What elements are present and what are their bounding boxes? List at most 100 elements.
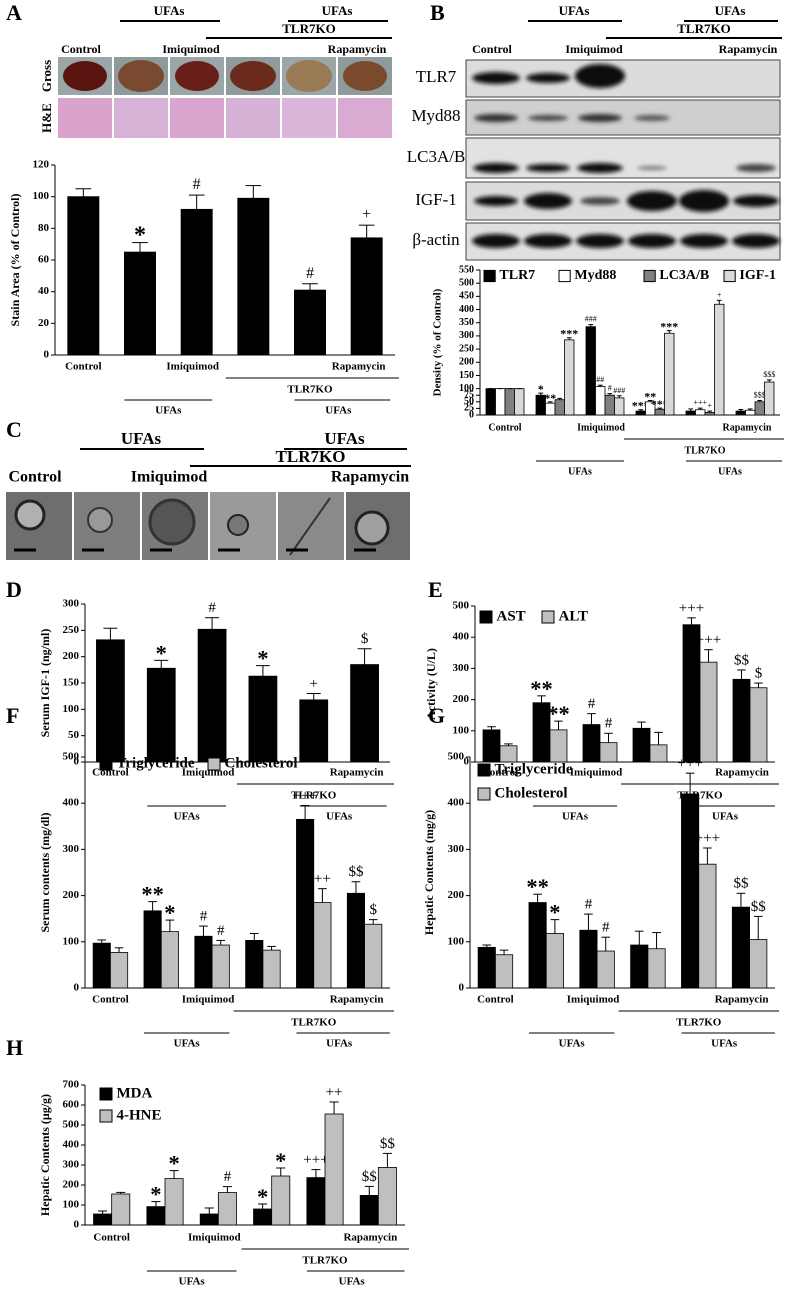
- significance-mark: *: [275, 1148, 286, 1173]
- bar: [364, 923, 383, 989]
- bar: [271, 1175, 291, 1226]
- significance-mark: *: [538, 382, 544, 396]
- bar: [253, 1208, 273, 1226]
- error-bar: [258, 1203, 268, 1209]
- error-bar: [302, 283, 318, 291]
- y-tick-label: 400: [63, 1139, 80, 1151]
- significance-mark: $: [755, 666, 763, 682]
- y-tick-label: 500: [63, 751, 80, 763]
- x-group-label: UFAs: [562, 811, 589, 823]
- blot-row-label: Myd88: [411, 106, 460, 125]
- y-tick-label: 0: [74, 756, 80, 768]
- significance-mark: +++: [677, 756, 702, 772]
- significance-mark: *: [168, 1151, 179, 1176]
- bar: [630, 944, 649, 989]
- y-tick-label: 450: [459, 291, 474, 302]
- x-group-label: UFAs: [568, 466, 592, 477]
- y-tick-label: 100: [63, 935, 80, 947]
- bar: [647, 948, 666, 989]
- y-tick-label: 500: [63, 1119, 80, 1131]
- bar: [92, 942, 111, 989]
- panel-letter: D: [6, 577, 22, 602]
- significance-mark: $: [369, 902, 377, 918]
- significance-mark: $$: [348, 864, 364, 880]
- blot-row-label: TLR7: [416, 67, 457, 86]
- y-tick-label: 100: [448, 935, 465, 947]
- panel-letter: H: [6, 1035, 23, 1060]
- bar: [649, 744, 668, 763]
- header-category: Rapamycin: [328, 42, 387, 56]
- error-bar: [697, 407, 703, 410]
- bar: [306, 1177, 326, 1226]
- legend-label: LC3A/B: [659, 268, 709, 283]
- error-bar: [533, 893, 542, 903]
- error-bar: [114, 947, 124, 953]
- bar: [595, 386, 606, 416]
- error-bar: [97, 939, 107, 944]
- error-bar: [538, 392, 544, 396]
- bar: [664, 332, 675, 416]
- significance-mark: ##: [596, 375, 604, 384]
- error-bar: [707, 410, 713, 413]
- y-tick-label: 500: [453, 600, 470, 612]
- y-tick-label: 0: [464, 756, 470, 768]
- significance-mark: ***: [660, 320, 678, 334]
- y-tick-label: 600: [63, 1099, 80, 1111]
- y-tick-label: 150: [459, 370, 474, 381]
- error-bar: [358, 224, 375, 238]
- x-category-label: Control: [65, 361, 101, 373]
- error-bar: [255, 665, 270, 677]
- significance-mark: +++: [693, 398, 707, 407]
- y-tick-label: 300: [448, 843, 465, 855]
- y-tick-label: 200: [459, 357, 474, 368]
- error-bar: [637, 721, 646, 729]
- error-bar: [276, 1167, 286, 1176]
- error-bar: [584, 913, 593, 931]
- x-category-label: Control: [93, 1232, 129, 1244]
- x-category-label: Imiquimod: [188, 1232, 241, 1244]
- header-category: Control: [61, 42, 101, 56]
- bar: [96, 639, 125, 763]
- error-bar: [199, 925, 208, 937]
- legend-label: ALT: [559, 608, 588, 624]
- bar: [579, 929, 598, 989]
- bar: [197, 628, 227, 763]
- bar: [294, 289, 326, 356]
- significance-mark: +: [362, 206, 371, 223]
- error-bar: [753, 915, 763, 940]
- significance-mark: $$$: [754, 391, 766, 400]
- error-bar: [703, 847, 712, 865]
- legend-label: MDA: [117, 1085, 153, 1101]
- error-bar: [300, 805, 310, 820]
- panel-letter: B: [430, 0, 445, 25]
- em-images: [6, 492, 410, 560]
- bar: [745, 409, 756, 416]
- significance-mark: ***: [560, 327, 578, 341]
- bar: [350, 664, 379, 763]
- x-category-label: Imiquimod: [567, 994, 620, 1006]
- error-bar: [98, 1210, 108, 1214]
- bar: [564, 339, 575, 416]
- legend-swatch: [477, 787, 491, 801]
- error-bar: [557, 397, 563, 400]
- image-row-label: Gross: [39, 60, 54, 92]
- x-category-label: Control: [482, 767, 518, 779]
- header-category: Rapamycin: [719, 42, 778, 56]
- error-bar: [736, 892, 746, 908]
- bar: [262, 949, 281, 989]
- error-bar: [754, 682, 763, 688]
- y-tick-label: 300: [459, 330, 474, 341]
- error-bar: [704, 649, 713, 663]
- he-images: [58, 98, 392, 138]
- y-tick-label: 0: [44, 349, 50, 361]
- significance-mark: *: [156, 640, 167, 665]
- y-tick-label: 20: [38, 317, 50, 329]
- significance-mark: $: [361, 631, 369, 647]
- header-group-label: UFAs: [715, 3, 746, 18]
- error-bar: [165, 919, 175, 932]
- x-category-label: Imiquimod: [577, 422, 625, 433]
- bar: [732, 678, 751, 763]
- x-group-label: UFAs: [179, 1276, 206, 1288]
- x-group-label: UFAs: [325, 405, 352, 417]
- bar: [477, 946, 496, 989]
